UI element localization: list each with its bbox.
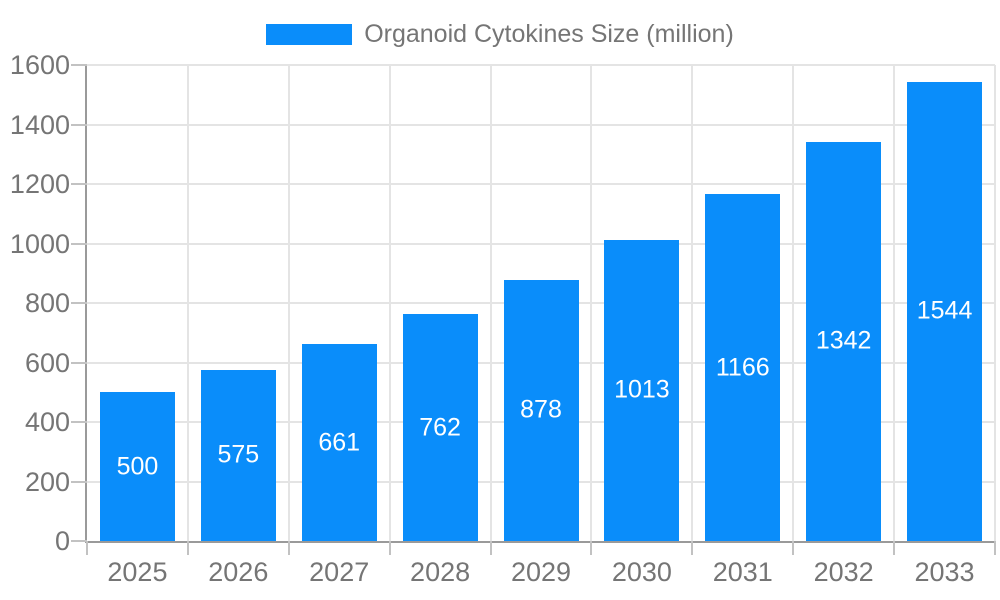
y-tick-label: 1600 — [9, 50, 70, 80]
y-axis-tick — [71, 302, 87, 304]
y-tick-label: 200 — [24, 466, 70, 497]
chart-legend[interactable]: Organoid Cytokines Size (million) — [0, 20, 1000, 49]
x-tick-label: 2031 — [712, 557, 773, 587]
x-axis-tick — [287, 541, 290, 555]
x-axis-tick — [590, 541, 593, 555]
y-axis-tick — [71, 361, 87, 364]
y-gridline — [87, 183, 995, 185]
y-axis-tick — [71, 183, 87, 185]
x-tick-label: 2026 — [208, 557, 269, 587]
bar-value-label: 1544 — [916, 296, 973, 325]
bar-value-label: 1013 — [614, 375, 670, 404]
bar-value-label: 1342 — [815, 326, 872, 355]
x-gridline — [691, 65, 694, 541]
plot-area: 0 200 400 600 800 1000 1200 1400 1600 2025 500 2026… — [10, 51, 996, 587]
y-axis-tick — [71, 540, 87, 542]
x-gridline — [893, 65, 896, 541]
y-tick-label: 400 — [24, 407, 70, 437]
x-tick-label: 2025 — [107, 557, 168, 587]
bar-value-label: 575 — [217, 440, 260, 469]
x-axis-tick — [994, 541, 996, 555]
x-axis-tick — [691, 541, 694, 555]
bar-value-label: 878 — [520, 395, 562, 424]
x-axis-tick — [489, 541, 492, 555]
y-gridline — [87, 123, 995, 126]
y-gridline — [87, 64, 995, 66]
y-axis-tick — [71, 123, 87, 126]
y-axis-tick — [71, 480, 87, 483]
y-tick-label: 1400 — [9, 109, 70, 140]
bar-value-label: 661 — [318, 428, 361, 457]
bar[interactable]: 1342 — [806, 141, 882, 541]
bar[interactable]: 500 — [99, 392, 175, 541]
x-tick-label: 2027 — [309, 557, 370, 587]
x-axis-tick — [893, 541, 896, 555]
x-gridline — [590, 65, 593, 541]
x-gridline — [287, 65, 290, 541]
y-tick-label: 1200 — [9, 169, 70, 199]
x-gridline — [792, 65, 795, 541]
bar[interactable]: 575 — [200, 369, 276, 541]
y-tick-label: 0 — [54, 526, 70, 556]
x-axis-line — [85, 541, 995, 543]
bar-value-label: 1166 — [715, 353, 770, 382]
x-gridline — [994, 65, 996, 541]
x-axis-tick — [86, 541, 88, 555]
bar[interactable]: 762 — [402, 314, 478, 541]
x-gridline — [489, 65, 492, 541]
bar[interactable]: 1544 — [907, 81, 983, 541]
x-tick-label: 2028 — [410, 557, 471, 587]
x-tick-label: 2032 — [813, 557, 874, 587]
legend-swatch-icon — [266, 24, 353, 45]
bar-value-label: 500 — [116, 452, 159, 481]
y-axis-tick — [71, 242, 87, 245]
bar[interactable]: 1166 — [705, 194, 781, 541]
x-axis-tick — [792, 541, 795, 555]
y-tick-label: 600 — [24, 347, 70, 378]
x-axis-tick — [186, 541, 189, 555]
x-tick-label: 2033 — [914, 557, 975, 587]
bar[interactable]: 878 — [503, 279, 579, 541]
x-gridline — [388, 65, 391, 541]
legend-label: Organoid Cytokines Size (million) — [364, 20, 734, 48]
x-gridline — [186, 65, 189, 541]
bar-value-label: 762 — [419, 413, 461, 442]
x-tick-label: 2030 — [611, 557, 672, 587]
y-gridline — [87, 242, 995, 245]
y-tick-label: 800 — [24, 288, 70, 318]
bar[interactable]: 1013 — [604, 239, 680, 541]
x-tick-label: 2029 — [510, 557, 572, 587]
y-axis-tick — [71, 421, 87, 423]
x-axis-tick — [388, 541, 391, 555]
y-tick-label: 1000 — [9, 228, 70, 259]
y-axis-tick — [71, 64, 87, 66]
bar[interactable]: 661 — [301, 344, 377, 541]
